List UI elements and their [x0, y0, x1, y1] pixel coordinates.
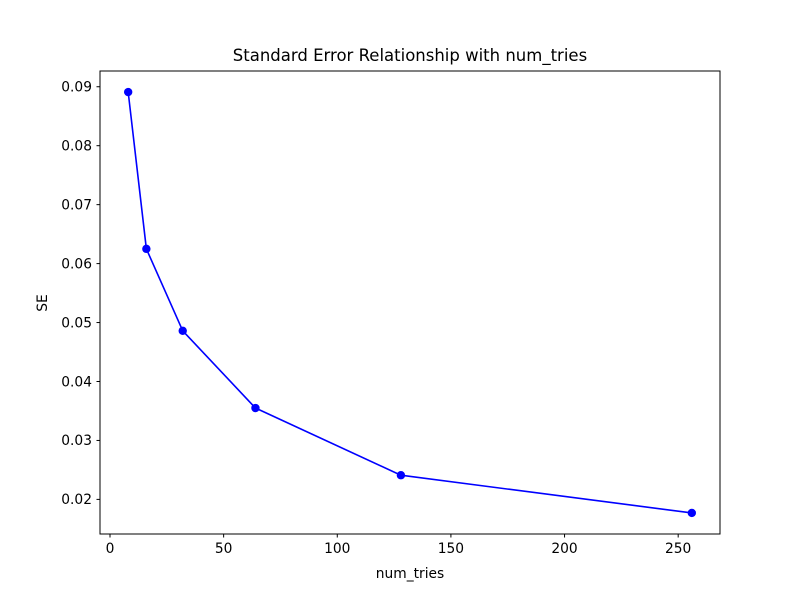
y-tick-label: 0.08 [61, 138, 92, 154]
chart-title: Standard Error Relationship with num_tri… [233, 46, 587, 66]
x-axis-label: num_tries [376, 566, 444, 582]
x-tick-label: 250 [665, 541, 691, 557]
axis-ticks: 0 50 100 150 200 250 0.02 0.03 0.04 0.05 0.06 0.07 0… [61, 80, 691, 557]
y-tick-label: 0.06 [61, 256, 92, 272]
plot-area [100, 71, 720, 534]
data-point-marker [123, 87, 133, 97]
axes-spines [99, 70, 721, 535]
series-line [127, 91, 693, 514]
y-axis-label: SE [35, 294, 51, 311]
y-tick-label: 0.03 [61, 433, 92, 449]
data-point-marker [142, 244, 151, 254]
x-tick-label: 0 [106, 541, 115, 557]
data-point-marker [396, 471, 406, 480]
data-series [123, 87, 697, 518]
y-tick-label: 0.04 [61, 374, 92, 390]
y-tick-label: 0.07 [61, 197, 92, 213]
data-point-marker [687, 508, 697, 518]
x-tick-label: 150 [438, 541, 464, 557]
data-point-marker [178, 326, 187, 335]
y-tick-label: 0.02 [61, 492, 92, 508]
data-point-marker [251, 403, 260, 413]
y-tick-label: 0.09 [61, 80, 92, 96]
x-tick-label: 200 [551, 541, 577, 557]
y-tick-label: 0.05 [61, 315, 92, 331]
x-tick-label: 100 [324, 541, 350, 557]
x-tick-label: 50 [215, 541, 233, 557]
